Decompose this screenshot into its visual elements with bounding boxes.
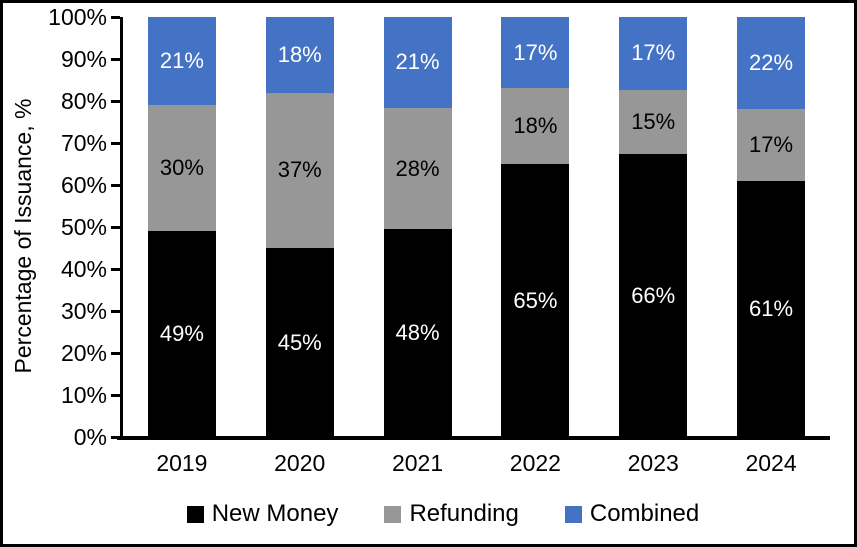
bar-segment-refunding: 37% <box>265 92 334 248</box>
y-axis-tick-label: 90% <box>60 46 107 72</box>
y-axis-tick-mark <box>111 352 120 355</box>
segment-label: 48% <box>395 320 440 346</box>
x-axis: 2019 2020 2021 2022 2023 2024 <box>123 450 830 477</box>
segment-label: 17% <box>631 40 676 66</box>
y-axis-tick-mark <box>111 310 120 313</box>
legend-swatch-combined <box>564 505 582 523</box>
x-axis-label-2024: 2024 <box>745 450 797 476</box>
x-axis-label-2019: 2019 <box>156 450 208 476</box>
bar-segment-refunding: 15% <box>619 89 688 155</box>
segment-label: 66% <box>631 282 676 308</box>
bar-segment-combined: 18% <box>265 17 334 93</box>
y-axis-tick-label: 70% <box>60 130 107 156</box>
segment-label: 61% <box>749 295 794 321</box>
bar-segment-combined: 17% <box>619 17 688 90</box>
x-axis-line <box>117 436 830 440</box>
y-axis-line <box>120 17 123 440</box>
segment-label: 49% <box>159 321 204 347</box>
legend-swatch-new-money <box>186 505 204 523</box>
bar-2020: 45% 37% 18% <box>265 17 334 437</box>
segment-label: 28% <box>395 155 440 181</box>
segment-label: 18% <box>513 113 558 139</box>
bar-segment-new-money: 61% <box>737 180 806 437</box>
x-axis-label-2021: 2021 <box>391 450 444 476</box>
bar-segment-new-money: 45% <box>265 248 334 437</box>
segment-label: 45% <box>277 329 322 355</box>
segment-label: 65% <box>513 287 558 313</box>
x-axis-label-2022: 2022 <box>509 450 561 476</box>
legend-label: Refunding <box>409 500 519 527</box>
y-axis-tick-label: 100% <box>48 4 107 30</box>
segment-label: 17% <box>749 132 794 158</box>
bar-segment-new-money: 65% <box>501 164 570 437</box>
y-axis-tick-mark <box>111 100 120 103</box>
segment-label: 21% <box>395 49 440 75</box>
segment-label: 17% <box>513 39 558 65</box>
y-axis-tick-mark <box>111 184 120 187</box>
plot-area: 49% 30% 21% 45% 37% 18% 48% 28% 21% 65% 18% 17% 66% 1… <box>123 17 830 437</box>
legend-swatch-refunding <box>384 505 402 523</box>
y-axis-tick-label: 0% <box>73 424 107 450</box>
x-axis-label-2023: 2023 <box>627 450 679 476</box>
y-axis-tick-label: 20% <box>60 340 107 366</box>
y-axis-tick-label: 10% <box>60 382 107 408</box>
bar-segment-combined: 21% <box>147 17 216 106</box>
bar-segment-refunding: 17% <box>737 109 806 181</box>
bar-2021: 48% 28% 21% <box>383 17 452 437</box>
bar-segment-refunding: 18% <box>501 88 570 164</box>
legend-item-combined: Combined <box>564 500 700 528</box>
bar-segment-combined: 17% <box>501 17 570 89</box>
legend-label: New Money <box>211 500 339 527</box>
x-axis-label-2020: 2020 <box>274 450 326 476</box>
bar-2023: 66% 15% 17% <box>619 17 688 437</box>
y-axis-tick-mark <box>111 16 120 19</box>
y-axis-tick-label: 60% <box>60 172 107 198</box>
bar-segment-new-money: 66% <box>619 154 688 437</box>
y-axis-tick-mark <box>111 436 120 439</box>
y-axis-tick-label: 30% <box>60 298 107 324</box>
y-axis-tick-mark <box>111 226 120 229</box>
bar-segment-new-money: 48% <box>383 229 452 437</box>
bar-2019: 49% 30% 21% <box>147 17 216 437</box>
y-axis-tick-label: 80% <box>60 88 107 114</box>
y-axis-tick-mark <box>111 142 120 145</box>
legend-label: Combined <box>589 500 700 527</box>
segment-label: 22% <box>749 50 794 76</box>
segment-label: 21% <box>159 48 204 74</box>
legend: New Money Refunding Combined <box>23 500 854 528</box>
segment-label: 37% <box>277 157 322 183</box>
bar-segment-refunding: 28% <box>383 107 452 230</box>
y-axis-tick-mark <box>111 58 120 61</box>
bar-2022: 65% 18% 17% <box>501 17 570 437</box>
segment-label: 18% <box>277 41 322 67</box>
bar-segment-combined: 22% <box>737 17 806 110</box>
segment-label: 15% <box>631 109 676 135</box>
bar-2024: 61% 17% 22% <box>737 17 806 437</box>
legend-item-new-money: New Money <box>186 500 339 528</box>
y-axis-tick-mark <box>111 268 120 271</box>
y-axis-tick-label: 50% <box>60 214 107 240</box>
bar-segment-combined: 21% <box>383 17 452 108</box>
segment-label: 30% <box>159 155 204 181</box>
y-axis-tick-label: 40% <box>60 256 107 282</box>
legend-item-refunding: Refunding <box>384 500 519 528</box>
bar-segment-refunding: 30% <box>147 105 216 232</box>
y-axis-tick-mark <box>111 394 120 397</box>
bar-segment-new-money: 49% <box>147 231 216 437</box>
